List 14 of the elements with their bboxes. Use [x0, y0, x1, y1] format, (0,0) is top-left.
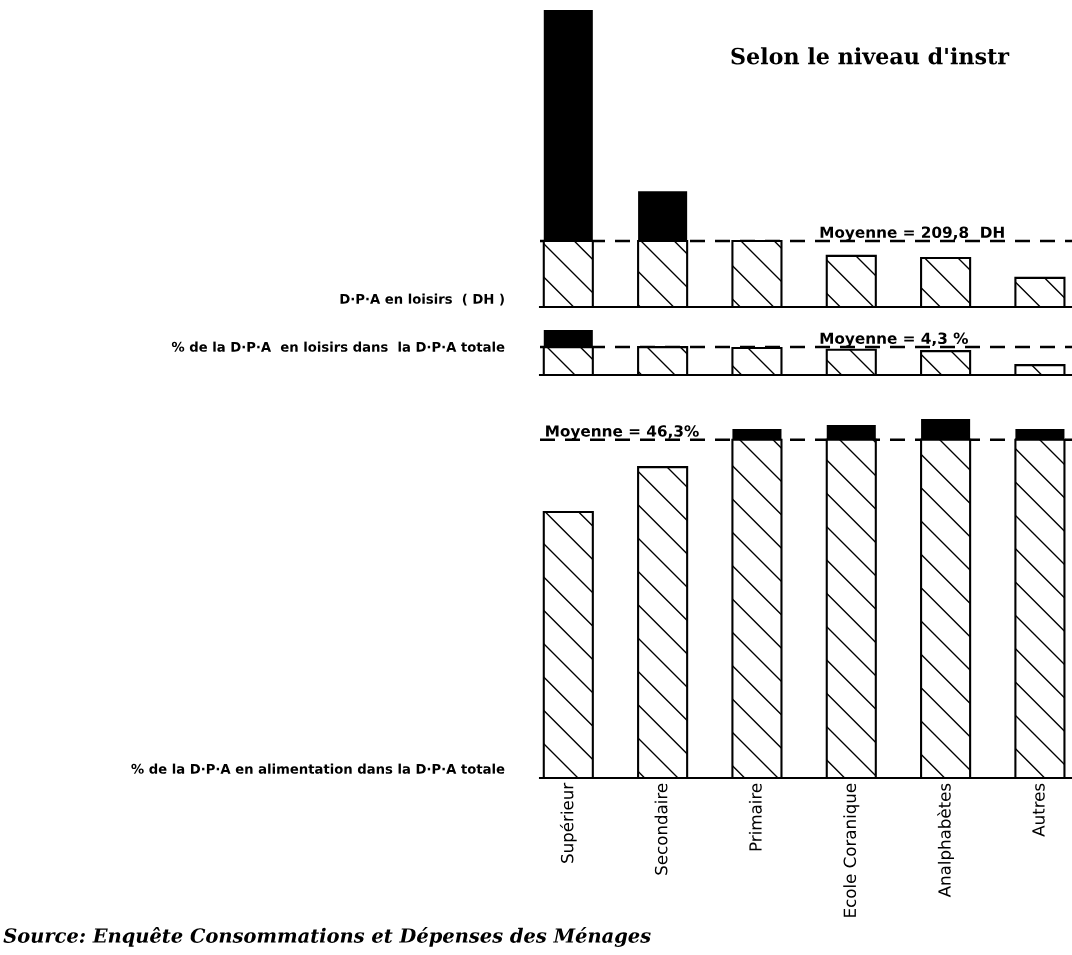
x-tick-label: Primaire	[748, 783, 762, 851]
y-axis-title: % de la D·P·A en loisirs dans la D·P·A totale	[171, 341, 505, 352]
text: Selon le niveau d'instr	[731, 47, 1010, 65]
x-tick-label: Supérieur	[559, 782, 577, 863]
x-tick-label: Secondaire	[654, 783, 668, 875]
source-note: Source: Enquête Consommations et Dépenses des Ménages	[3, 927, 651, 947]
y-axis-title: D·P·A en loisirs ( DH )	[340, 293, 504, 306]
annotation: Moyenne = 46,3%	[546, 425, 699, 440]
x-tick-label: Analphabètes	[937, 783, 954, 898]
x-tick-label: Autres	[1032, 783, 1045, 837]
annotation: Moyenne = 4,3 %	[820, 332, 968, 348]
y-axis-title: % de la D·P·A en alimentation dans la D·P·A totale	[131, 763, 505, 774]
x-tick-label: Ecole Coranique	[843, 783, 860, 917]
annotation: Moyenne = 209,8 DH	[820, 226, 1004, 242]
